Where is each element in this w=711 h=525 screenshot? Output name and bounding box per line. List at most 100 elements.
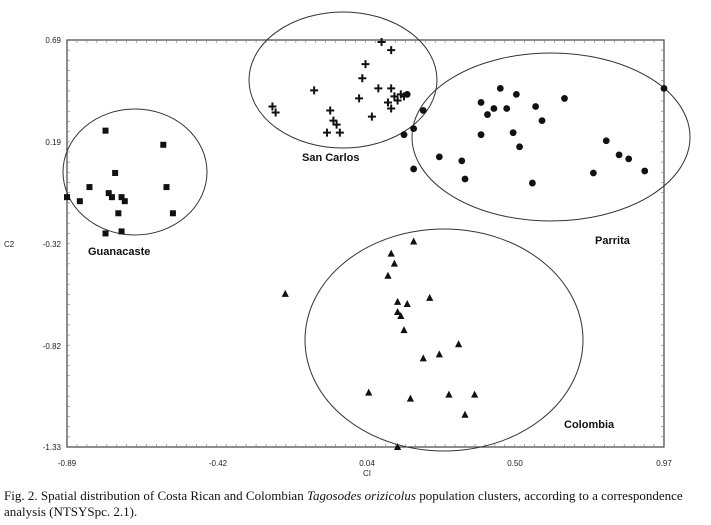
colombia-point <box>435 350 443 358</box>
y-tick-label: 0.69 <box>45 36 61 45</box>
guanacaste-point <box>76 198 83 205</box>
colombia-point <box>454 340 463 348</box>
cluster-label-guanacaste: Guanacaste <box>88 246 150 258</box>
guanacaste-point <box>163 184 170 191</box>
guanacaste-point <box>160 141 167 148</box>
y-tick-label: -0.32 <box>43 240 62 249</box>
colombia-point <box>471 390 479 398</box>
san-carlos-cluster-ellipse <box>248 11 438 149</box>
san-carlos-point <box>332 120 341 129</box>
colombia-point <box>390 259 398 267</box>
parrita-point <box>660 84 668 92</box>
san-carlos-point <box>361 60 370 69</box>
san-carlos-point <box>355 94 364 103</box>
guanacaste-point <box>108 194 115 201</box>
san-carlos-point <box>393 96 402 105</box>
parrita-point <box>458 157 466 165</box>
guanacaste-point <box>64 194 70 201</box>
san-carlos-point <box>335 128 344 137</box>
san-carlos-point <box>374 84 383 93</box>
parrita-point <box>532 103 540 110</box>
colombia-point <box>406 394 415 402</box>
guanacaste-point <box>121 198 128 205</box>
parrita-point <box>435 153 443 161</box>
y-tick-label: -0.82 <box>43 342 62 351</box>
caption-prefix: Fig. 2. Spatial distribution of Costa Ri… <box>4 488 307 503</box>
parrita-point <box>419 107 427 114</box>
san-carlos-point <box>322 128 331 137</box>
colombia-point <box>365 388 373 396</box>
parrita-point <box>496 84 504 92</box>
san-carlos-point <box>387 46 396 55</box>
colombia-point <box>387 249 395 257</box>
parrita-point <box>403 91 411 98</box>
parrita-point <box>529 179 536 187</box>
colombia-point <box>393 443 402 450</box>
x-tick-label: 0.97 <box>656 459 672 468</box>
parrita-point <box>509 129 517 137</box>
plot-frame <box>66 39 665 448</box>
parrita-point <box>503 105 511 112</box>
parrita-point <box>490 105 498 112</box>
san-carlos-point <box>387 84 396 93</box>
x-tick-label: -0.42 <box>209 459 228 468</box>
caption-suffix: population clusters, according to a corr… <box>4 488 683 519</box>
parrita-point <box>410 125 418 133</box>
colombia-point <box>445 390 453 398</box>
cluster-label-parrita: Parrita <box>595 235 631 247</box>
parrita-point <box>589 169 597 177</box>
cluster-ellipses <box>62 11 691 452</box>
san-carlos-point <box>383 98 392 107</box>
guanacaste-point <box>102 230 109 237</box>
parrita-point <box>602 137 610 145</box>
data-points <box>64 38 668 450</box>
san-carlos-point <box>268 102 277 111</box>
guanacaste-point <box>169 210 176 217</box>
san-carlos-point <box>390 92 399 101</box>
parrita-point <box>625 155 633 163</box>
colombia-point <box>419 354 427 362</box>
parrita-point <box>516 143 523 151</box>
cluster-label-colombia: Colombia <box>564 419 615 431</box>
x-tick-label: -0.89 <box>58 459 77 468</box>
scatter-chart: -0.89 -0.42 0.04 0.50 0.97 CI 0.69 0.19 … <box>4 11 691 478</box>
parrita-point <box>561 95 568 102</box>
san-carlos-point <box>387 104 396 113</box>
x-tick-label: 0.50 <box>507 459 523 468</box>
figure-caption: Fig. 2. Spatial distribution of Costa Ri… <box>4 488 708 520</box>
san-carlos-point <box>310 86 319 95</box>
parrita-point <box>512 91 520 98</box>
colombia-point <box>400 326 408 334</box>
guanacaste-point <box>118 194 125 201</box>
colombia-point <box>461 410 469 418</box>
san-carlos-point <box>358 74 367 83</box>
san-carlos-point <box>377 38 386 47</box>
guanacaste-point <box>118 228 125 235</box>
colombia-point <box>393 297 402 305</box>
parrita-point <box>477 131 485 139</box>
san-carlos-point <box>367 112 376 121</box>
parrita-point <box>477 99 485 106</box>
parrita-point <box>410 165 418 173</box>
y-tick-label: 0.19 <box>45 138 61 147</box>
parrita-point <box>615 151 623 159</box>
colombia-point <box>426 293 434 301</box>
x-axis-title: CI <box>363 469 371 478</box>
colombia-point <box>397 312 405 320</box>
guanacaste-point <box>102 127 109 134</box>
guanacaste-point <box>115 210 122 217</box>
tick-marks <box>67 40 664 447</box>
parrita-point <box>400 131 408 139</box>
san-carlos-point <box>326 106 335 115</box>
caption-species: Tagosodes orizicolus <box>306 488 416 503</box>
colombia-cluster-ellipse <box>304 228 584 452</box>
y-tick-label: -1.33 <box>43 443 62 452</box>
x-tick-label: 0.04 <box>359 459 375 468</box>
parrita-point <box>641 167 649 175</box>
guanacaste-cluster-ellipse <box>62 108 208 236</box>
colombia-point <box>403 299 411 307</box>
guanacaste-point <box>112 169 119 176</box>
san-carlos-point <box>329 116 338 125</box>
parrita-point <box>538 117 546 124</box>
colombia-point <box>393 308 402 316</box>
